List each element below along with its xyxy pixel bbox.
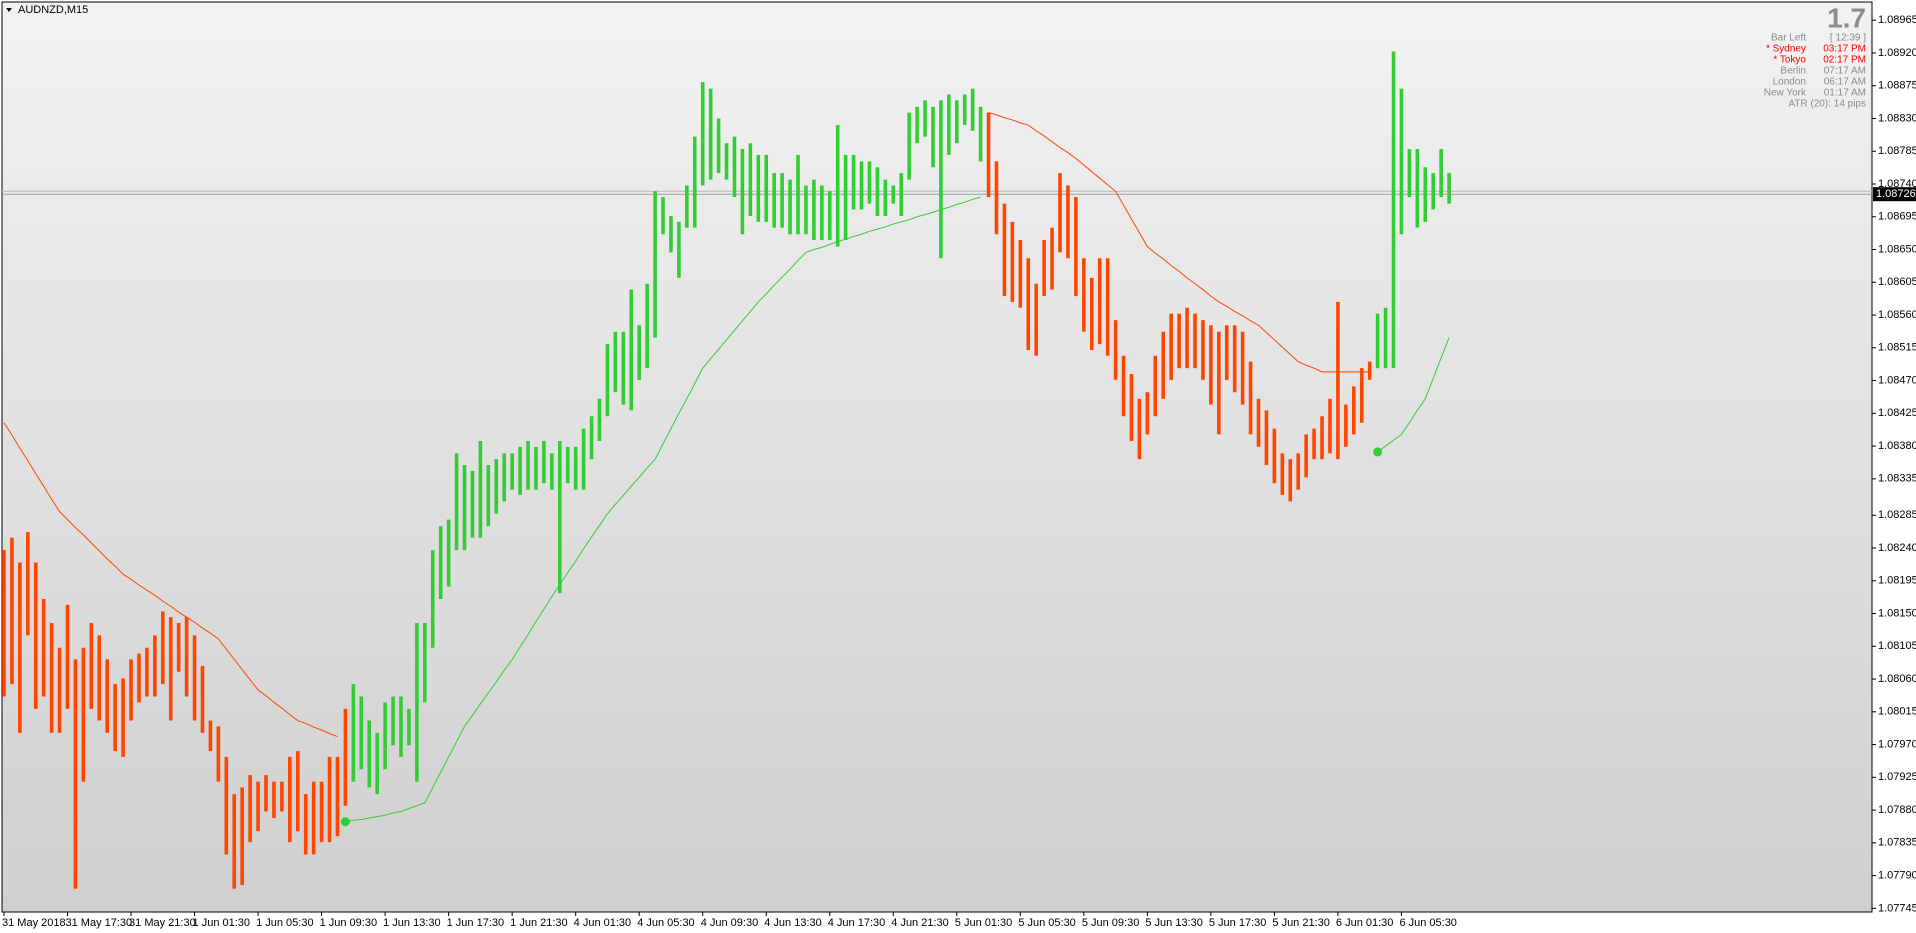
chart-title: AUDNZD,M15 [18,4,88,16]
x-tick-label: 1 Jun 05:30 [256,917,314,929]
x-tick-label: 1 Jun 21:30 [510,917,568,929]
price-label: 1.08726 [1876,188,1916,200]
info-value: 02:17 PM [1823,55,1866,66]
y-tick-label: 1.07880 [1878,804,1916,816]
price-label-bg [1873,187,1916,202]
y-tick-label: 1.08740 [1878,178,1916,190]
x-tick-label: 1 Jun 09:30 [320,917,378,929]
y-tick-label: 1.08875 [1878,80,1916,92]
y-tick-label: 1.07835 [1878,837,1916,849]
x-tick-label: 5 Jun 21:30 [1272,917,1330,929]
x-tick-label: 5 Jun 05:30 [1018,917,1076,929]
y-tick-label: 1.08785 [1878,145,1916,157]
spread-value: 1.7 [1827,2,1866,33]
y-tick-label: 1.08240 [1878,542,1916,554]
y-tick-label: 1.07790 [1878,870,1916,882]
y-tick-label: 1.08695 [1878,211,1916,223]
x-tick-label: 1 Jun 17:30 [447,917,505,929]
trend-start-dot [340,817,350,827]
x-tick-label: 5 Jun 17:30 [1209,917,1267,929]
y-tick-label: 1.07745 [1878,902,1916,914]
x-tick-label: 6 Jun 05:30 [1399,917,1457,929]
x-tick-label: 31 May 17:30 [66,917,133,929]
menu-arrow[interactable] [6,8,12,12]
x-tick-label: 31 May 21:30 [129,917,196,929]
info-label: * Sydney [1766,44,1806,55]
x-tick-label: 4 Jun 17:30 [828,917,886,929]
x-tick-label: 4 Jun 21:30 [891,917,949,929]
y-tick-label: 1.08830 [1878,112,1916,124]
trend-line [3,112,1370,738]
y-tick-label: 1.08425 [1878,407,1916,419]
y-tick-label: 1.08015 [1878,706,1916,718]
info-label: Bar Left [1771,33,1806,44]
x-tick-label: 5 Jun 01:30 [955,917,1013,929]
info-value: 01:17 AM [1824,88,1866,99]
y-tick-label: 1.08380 [1878,440,1916,452]
info-value: 03:17 PM [1823,44,1866,55]
trend-start-dot [1373,447,1383,457]
x-tick-label: 4 Jun 09:30 [701,917,759,929]
y-tick-label: 1.08105 [1878,640,1916,652]
x-tick-label: 5 Jun 13:30 [1145,917,1203,929]
x-tick-label: 4 Jun 05:30 [637,917,695,929]
x-tick-label: 31 May 2018 [2,917,66,929]
x-tick-label: 1 Jun 01:30 [193,917,251,929]
y-tick-label: 1.07925 [1878,771,1916,783]
info-value: [ 12:39 ] [1830,33,1866,44]
trend-line [345,196,1450,823]
y-tick-label: 1.08560 [1878,309,1916,321]
y-tick-label: 1.08920 [1878,47,1916,59]
y-tick-label: 1.08470 [1878,374,1916,386]
y-tick-label: 1.08515 [1878,342,1916,354]
info-label: Berlin [1780,66,1806,77]
plot-area [1,1,1873,913]
y-tick-label: 1.08150 [1878,607,1916,619]
plot-layer [2,51,1872,889]
x-tick-label: 5 Jun 09:30 [1082,917,1140,929]
y-tick-label: 1.08285 [1878,509,1916,521]
y-tick-label: 1.08965 [1878,14,1916,26]
x-tick-label: 6 Jun 01:30 [1336,917,1394,929]
x-tick-label: 4 Jun 01:30 [574,917,632,929]
atr-text: ATR (20): 14 pips [1788,99,1866,110]
y-tick-label: 1.08335 [1878,473,1916,485]
y-tick-label: 1.08195 [1878,575,1916,587]
info-label: London [1773,77,1806,88]
y-tick-label: 1.08060 [1878,673,1916,685]
y-tick-label: 1.08650 [1878,243,1916,255]
info-value: 07:17 AM [1824,66,1866,77]
info-value: 06:17 AM [1824,77,1866,88]
y-tick-label: 1.07970 [1878,738,1916,750]
x-tick-label: 1 Jun 13:30 [383,917,441,929]
info-label: * Tokyo [1773,55,1806,66]
y-tick-label: 1.08605 [1878,276,1916,288]
x-tick-label: 4 Jun 13:30 [764,917,822,929]
info-label: New York [1764,88,1807,99]
